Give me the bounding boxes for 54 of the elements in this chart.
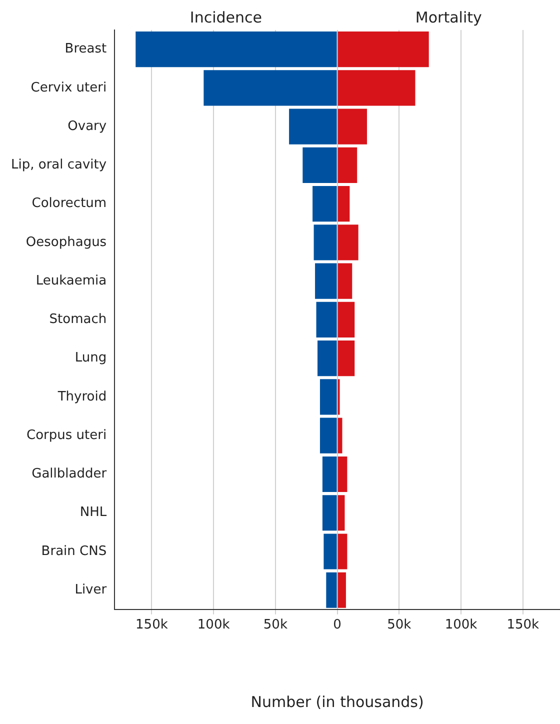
bar [302, 147, 337, 183]
bar [338, 186, 350, 222]
bar [320, 418, 337, 454]
bar [338, 302, 355, 338]
y-tick-label: Lip, oral cavity [10, 158, 107, 173]
x-axis-title: Number (in thousands) [250, 692, 424, 711]
bar [338, 534, 348, 570]
bar [338, 108, 367, 144]
y-tick-label: Lung [74, 350, 107, 366]
y-tick-label: NHL [80, 505, 108, 520]
bar [136, 32, 337, 68]
series-label: Incidence [190, 8, 262, 26]
bar [338, 572, 346, 608]
bar [322, 495, 337, 531]
y-tick-label: Colorectum [32, 196, 107, 212]
bar [322, 456, 337, 492]
y-tick-label: Thyroid [56, 389, 107, 404]
x-tick-label: 150k [506, 618, 540, 633]
bar [338, 456, 348, 492]
x-tick-label: 50k [387, 618, 412, 633]
bar [324, 534, 337, 570]
y-tick-label: Liver [74, 582, 108, 598]
bar [289, 108, 337, 144]
y-tick-label: Leukaemia [36, 273, 107, 288]
bar [318, 340, 337, 376]
bar [320, 379, 337, 415]
bar [338, 263, 352, 299]
x-tick-label: 100k [444, 618, 478, 633]
y-tick-label: Gallbladder [32, 466, 108, 482]
bar [338, 32, 429, 68]
bar [338, 224, 358, 260]
bar [338, 495, 345, 531]
bar [338, 340, 355, 376]
series-label: Mortality [415, 8, 482, 26]
y-tick-label: Ovary [68, 118, 107, 134]
x-tick-label: 100k [197, 618, 230, 633]
x-tick-label: 0 [333, 618, 342, 633]
y-tick-label: Breast [64, 42, 107, 57]
y-tick-label: Brain CNS [41, 544, 107, 559]
bar [312, 186, 337, 222]
bar [326, 572, 337, 608]
y-tick-label: Stomach [49, 312, 107, 328]
bar [338, 147, 358, 183]
bar [338, 70, 416, 106]
bar [204, 70, 337, 106]
bar [315, 263, 337, 299]
x-tick-label: 50k [263, 618, 288, 633]
bar [338, 418, 342, 454]
bar [314, 224, 337, 260]
y-tick-label: Corpus uteri [26, 428, 107, 443]
bar [316, 302, 337, 338]
x-tick-label: 150k [136, 618, 168, 633]
y-tick-label: Cervix uteri [30, 80, 107, 96]
y-tick-label: Oesophagus [26, 234, 107, 250]
